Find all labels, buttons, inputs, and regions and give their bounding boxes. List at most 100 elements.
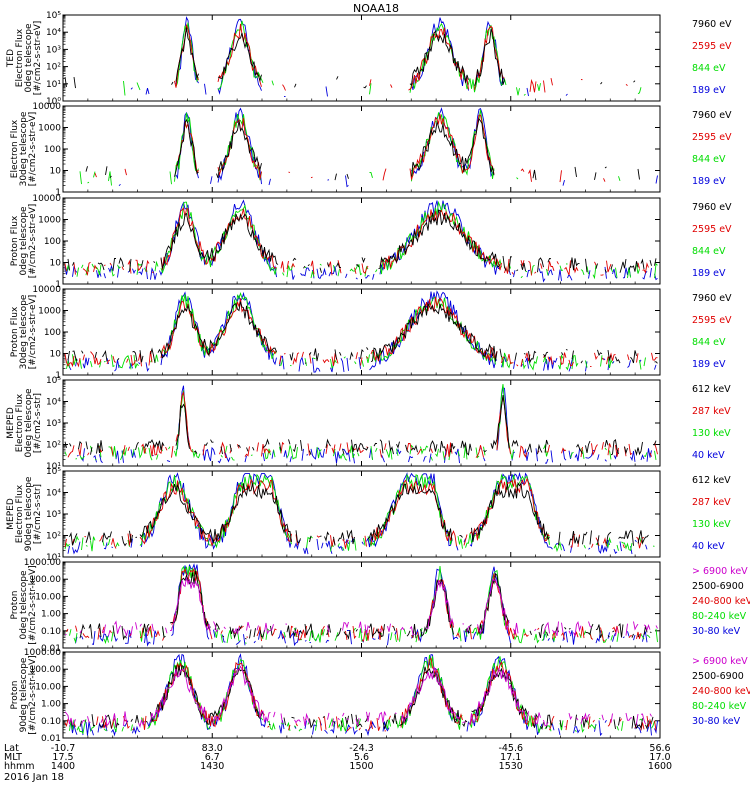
y-tick-label: 10⁴ xyxy=(46,398,61,408)
legend-entry: 80-240 keV xyxy=(692,611,747,622)
y-tick-label: 10.00 xyxy=(35,682,61,692)
y-tick-label: 10000 xyxy=(32,285,61,295)
legend-entry: 240-800 keV xyxy=(692,686,750,697)
y-axis-label-line: 0deg telescope xyxy=(24,23,34,93)
legend-entry: 30-80 keV xyxy=(692,716,741,727)
series-trace-red xyxy=(67,391,658,459)
series-trace-green xyxy=(80,110,658,186)
y-tick-label: 1000 xyxy=(38,216,61,226)
y-axis-label-line: 90deg telescope xyxy=(19,657,29,732)
series-trace-blue xyxy=(131,18,637,97)
data-traces xyxy=(64,290,658,373)
y-axis-label-line: Proton xyxy=(10,590,20,619)
panel-1: 10⁰ 10¹ 10² 10³ 10⁴ 10⁵ TED Electron Flux 0deg t… xyxy=(6,11,732,107)
x-row-label: MLT xyxy=(4,752,22,763)
y-axis-label-line: Electron Flux xyxy=(10,119,20,178)
y-tick-label: 10⁵ xyxy=(46,467,61,477)
y-tick-label: 10⁰ xyxy=(46,97,61,107)
panel-frame xyxy=(62,197,661,285)
x-row-label: Lat xyxy=(4,743,19,754)
panel-2: 1 10 100 1000 10000 Electron Flux 30deg telesc… xyxy=(10,102,732,198)
legend-entry: 189 eV xyxy=(692,176,726,187)
series-trace-green xyxy=(66,200,658,280)
y-tick-label: 10⁴ xyxy=(46,489,61,499)
y-axis-label-line: 0deg telescope xyxy=(19,206,29,276)
y-axis-label-line: Electron Flux xyxy=(15,484,25,543)
y-tick-label: 0.01 xyxy=(41,734,61,744)
y-axis-label-line: Proton xyxy=(10,680,20,709)
y-tick-label: 10¹ xyxy=(46,553,61,563)
x-tick-mlt: 17.5 xyxy=(52,752,73,763)
series-trace-green xyxy=(64,473,655,553)
y-tick-label: 1 xyxy=(55,280,61,290)
x-tick-hhmm: 1600 xyxy=(648,761,672,772)
y-axis-label-line: [#/cm2-s-str-keV] xyxy=(28,655,38,734)
y-tick-label: 10¹ xyxy=(46,80,61,90)
legend-entry: 2595 eV xyxy=(692,315,732,326)
data-traces xyxy=(80,107,658,188)
legend-entry: 7960 eV xyxy=(692,19,732,30)
legend-entry: 2595 eV xyxy=(692,41,732,52)
series-trace-black xyxy=(86,119,658,180)
legend-entry: 844 eV xyxy=(692,154,726,165)
x-tick-lat: 83.0 xyxy=(202,743,223,754)
series-trace-black xyxy=(65,28,640,89)
x-tick-lat: -24.3 xyxy=(349,743,374,754)
y-tick-label: 10² xyxy=(46,63,61,73)
y-tick-label: 100.00 xyxy=(30,665,62,675)
y-tick-label: 10³ xyxy=(46,510,61,520)
legend-entry: 2595 eV xyxy=(692,132,732,143)
legend-entry: 40 keV xyxy=(692,450,725,461)
y-axis-label-line: Electron Flux xyxy=(15,393,25,452)
y-tick-label: 10¹ xyxy=(46,462,61,472)
y-tick-label: 0.01 xyxy=(41,644,61,654)
y-tick-label: 0.10 xyxy=(41,627,61,637)
y-tick-label: 10² xyxy=(46,441,61,451)
legend-entry: 189 eV xyxy=(692,85,726,96)
legend-entry: 40 keV xyxy=(692,541,725,552)
legend-entry: 80-240 keV xyxy=(692,701,747,712)
panel-5: 10¹ 10² 10³ 10⁴ 10⁵ MEPED Electron Flux 0deg te… xyxy=(6,376,731,472)
data-traces xyxy=(65,653,658,737)
panel-3: 1 10 100 1000 10000 Proton Flux 0deg telescope… xyxy=(10,194,732,290)
series-trace-magenta xyxy=(65,666,658,726)
y-tick-label: 100 xyxy=(44,145,61,155)
x-tick-lat: -10.7 xyxy=(51,743,76,754)
panel-6: 10¹ 10² 10³ 10⁴ 10⁵ MEPED Electron Flux 90deg t… xyxy=(6,467,731,563)
panel-frame xyxy=(62,14,661,102)
y-tick-label: 0.10 xyxy=(41,717,61,727)
y-axis-label-line: TED xyxy=(6,49,16,68)
y-tick-label: 100 xyxy=(44,237,61,247)
y-tick-label: 100.00 xyxy=(30,575,62,585)
panel-8: 0.01 0.10 1.00 10.00 100.00 1000.00 Proton 90de… xyxy=(10,648,750,744)
y-tick-label: 10 xyxy=(50,167,62,177)
series-trace-black xyxy=(64,395,657,457)
y-axis-label-line: 0deg telescope xyxy=(19,570,29,640)
legend-entry: 130 keV xyxy=(692,519,731,530)
y-tick-label: 10⁵ xyxy=(46,376,61,386)
y-axis-label-line: Proton Flux xyxy=(10,306,20,357)
series-trace-red xyxy=(65,479,658,549)
y-tick-label: 10⁵ xyxy=(46,11,61,21)
series-trace-blue xyxy=(67,290,657,373)
y-axis-label-line: Electron Flux xyxy=(15,28,25,87)
data-traces xyxy=(65,199,658,283)
x-tick-hhmm: 1430 xyxy=(200,761,224,772)
y-tick-label: 10³ xyxy=(46,419,61,429)
panel-frame xyxy=(62,470,661,558)
series-trace-blue xyxy=(118,107,658,188)
y-tick-label: 10.00 xyxy=(35,592,61,602)
y-tick-label: 1000.00 xyxy=(24,648,61,658)
data-traces xyxy=(65,565,658,646)
legend-entry: 130 keV xyxy=(692,428,731,439)
legend-entry: 30-80 keV xyxy=(692,626,741,637)
data-traces xyxy=(65,474,658,554)
plot-title: NOAA18 xyxy=(353,2,399,15)
series-trace-red xyxy=(95,114,656,182)
y-tick-label: 10000 xyxy=(32,102,61,112)
legend-entry: 612 keV xyxy=(692,475,731,486)
y-tick-label: 1.00 xyxy=(41,700,61,710)
